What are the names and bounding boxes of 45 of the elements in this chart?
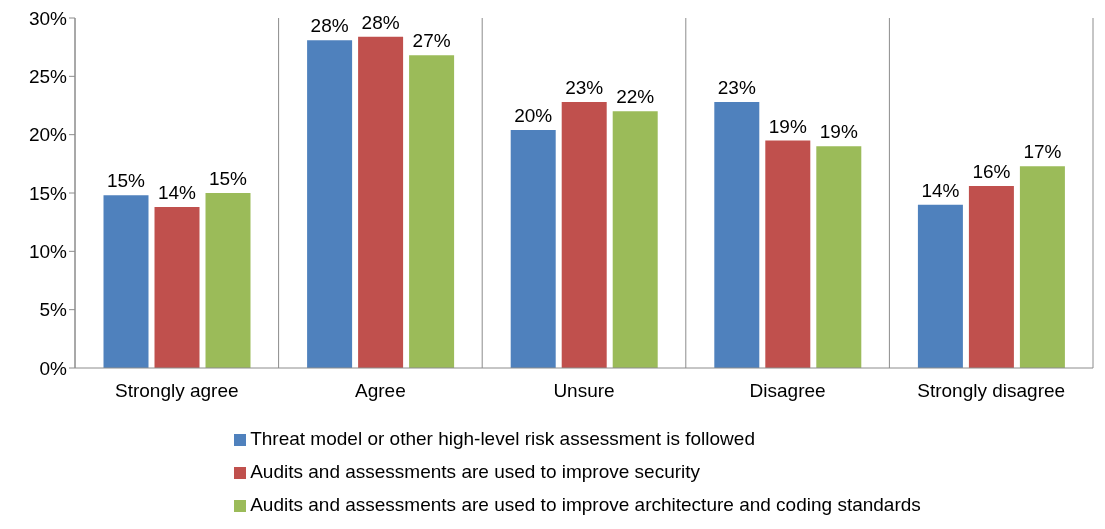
bar bbox=[612, 111, 658, 368]
bar bbox=[968, 186, 1014, 368]
bar bbox=[561, 102, 607, 368]
data-label: 22% bbox=[616, 86, 655, 108]
y-tick-label: 20% bbox=[28, 124, 68, 146]
x-tick-label: Unsure bbox=[553, 380, 615, 402]
bar bbox=[409, 55, 455, 368]
x-tick-label: Strongly disagree bbox=[917, 380, 1066, 402]
data-label: 20% bbox=[514, 105, 553, 126]
data-label: 23% bbox=[565, 77, 604, 98]
data-label: 27% bbox=[412, 30, 451, 52]
data-label: 19% bbox=[819, 121, 858, 143]
data-label: 28% bbox=[361, 11, 400, 33]
data-label: 15% bbox=[106, 170, 146, 192]
data-label: 19% bbox=[768, 115, 807, 137]
data-label: 15% bbox=[208, 168, 248, 189]
legend-label: Audits and assessments are used to improve security bbox=[250, 461, 701, 482]
data-label: 23% bbox=[717, 77, 756, 98]
bar bbox=[1019, 166, 1065, 368]
data-label: 17% bbox=[1023, 141, 1062, 163]
y-tick-label: 25% bbox=[28, 66, 68, 88]
bar bbox=[917, 204, 963, 368]
bar bbox=[307, 40, 353, 368]
legend-label: Threat model or other high-level risk assessment is followed bbox=[250, 428, 755, 449]
bar bbox=[358, 36, 404, 368]
y-tick-label: 15% bbox=[28, 182, 68, 204]
bar bbox=[510, 130, 556, 368]
data-label: 14% bbox=[157, 182, 197, 203]
bar bbox=[816, 146, 862, 368]
bar bbox=[765, 140, 811, 368]
x-tick-label: Strongly agree bbox=[115, 380, 239, 402]
bar bbox=[714, 102, 760, 368]
y-tick-label: 0% bbox=[39, 357, 68, 379]
y-tick-label: 5% bbox=[39, 299, 68, 321]
bar bbox=[103, 195, 149, 368]
data-label: 14% bbox=[921, 179, 960, 201]
legend-label: Audits and assessments are used to improve architecture and coding standards bbox=[250, 494, 921, 515]
data-label: 28% bbox=[310, 15, 349, 37]
data-label: 16% bbox=[972, 161, 1011, 182]
bar bbox=[154, 207, 200, 368]
x-tick-label: Agree bbox=[355, 380, 406, 402]
bar bbox=[205, 193, 251, 368]
y-tick-label: 30% bbox=[28, 7, 68, 29]
x-tick-label: Disagree bbox=[749, 380, 826, 402]
y-tick-label: 10% bbox=[28, 241, 68, 263]
